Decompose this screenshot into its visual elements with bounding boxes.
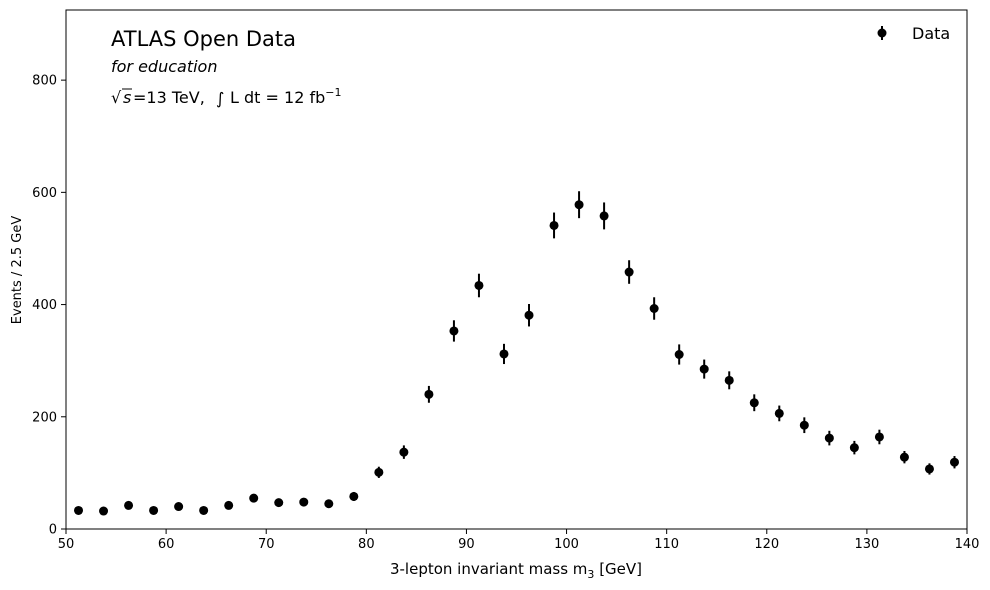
data-point <box>624 267 634 277</box>
data-point <box>599 211 609 221</box>
y-tick-label: 0 <box>49 523 57 538</box>
sqrt-symbol: √ <box>111 88 122 107</box>
annotation-energy-lumi: √ s =13 TeV, ∫ L dt = 12 fb−1 <box>111 86 341 108</box>
data-point <box>799 420 809 430</box>
data-point <box>699 364 709 374</box>
x-tick-label: 80 <box>358 537 375 552</box>
data-point <box>124 500 134 510</box>
data-point <box>524 310 534 320</box>
x-tick-label: 50 <box>58 537 75 552</box>
data-point <box>174 502 184 512</box>
data-point <box>99 506 109 516</box>
data-point <box>474 280 484 290</box>
legend-label-data: Data <box>912 24 950 43</box>
data-point <box>324 499 334 509</box>
x-tick-label: 100 <box>554 537 579 552</box>
y-tick-label: 600 <box>32 186 57 201</box>
legend-marker <box>877 28 887 38</box>
x-tick-label: 110 <box>654 537 679 552</box>
data-point <box>674 350 684 360</box>
y-axis-label: Events / 2.5 GeV <box>10 216 25 325</box>
y-tick-label: 200 <box>32 410 57 425</box>
data-point <box>499 349 509 359</box>
data-point <box>74 505 84 515</box>
plot-frame <box>65 9 968 530</box>
x-tick-label: 90 <box>458 537 475 552</box>
integral-symbol: ∫ <box>216 89 224 108</box>
x-axis-label: 3-lepton invariant mass m3 [GeV] <box>390 560 642 581</box>
data-point <box>274 498 284 508</box>
data-point <box>424 389 434 399</box>
y-axis-ticks: 0 200 400 600 800 <box>32 74 66 538</box>
data-point <box>399 447 409 457</box>
y-tick-label: 800 <box>32 74 57 89</box>
x-tick-label: 120 <box>754 537 779 552</box>
data-point <box>949 457 959 467</box>
x-axis-label-unit: [GeV] <box>594 560 642 578</box>
data-point <box>374 467 384 477</box>
x-tick-label: 130 <box>854 537 879 552</box>
legend: Data <box>877 24 950 43</box>
data-point <box>249 493 259 503</box>
data-point <box>149 505 159 515</box>
x-axis-label-text: 3-lepton invariant mass m <box>390 560 587 578</box>
data-point <box>899 452 909 462</box>
annotation-title: ATLAS Open Data <box>111 27 296 51</box>
lumi-text: L dt = 12 fb−1 <box>230 86 341 107</box>
y-tick-label: 400 <box>32 298 57 313</box>
lumi-text-main: L dt = 12 fb <box>230 88 325 107</box>
data-point <box>874 432 884 442</box>
data-point <box>824 433 834 443</box>
data-point <box>574 200 584 210</box>
data-point <box>199 505 209 515</box>
x-tick-label: 60 <box>158 537 175 552</box>
data-point <box>724 375 734 385</box>
data-point <box>774 408 784 418</box>
sqrt-s-text: s <box>123 88 131 107</box>
data-point <box>224 500 234 510</box>
x-tick-label: 140 <box>955 537 980 552</box>
x-axis-label-subscript: 3 <box>587 568 594 581</box>
data-point <box>299 497 309 507</box>
data-point <box>549 220 559 230</box>
energy-text: =13 TeV, <box>133 88 205 107</box>
data-point <box>849 443 859 453</box>
data-point <box>649 303 659 313</box>
x-tick-label: 70 <box>258 537 275 552</box>
data-points <box>74 191 959 516</box>
lumi-exponent: −1 <box>325 86 341 99</box>
data-point <box>349 491 359 501</box>
data-point <box>924 464 934 474</box>
annotation-subtitle: for education <box>111 57 217 76</box>
data-point <box>449 326 459 336</box>
data-point <box>749 398 759 408</box>
x-axis-ticks: 50 60 70 80 90 100 110 120 130 140 <box>58 529 980 552</box>
